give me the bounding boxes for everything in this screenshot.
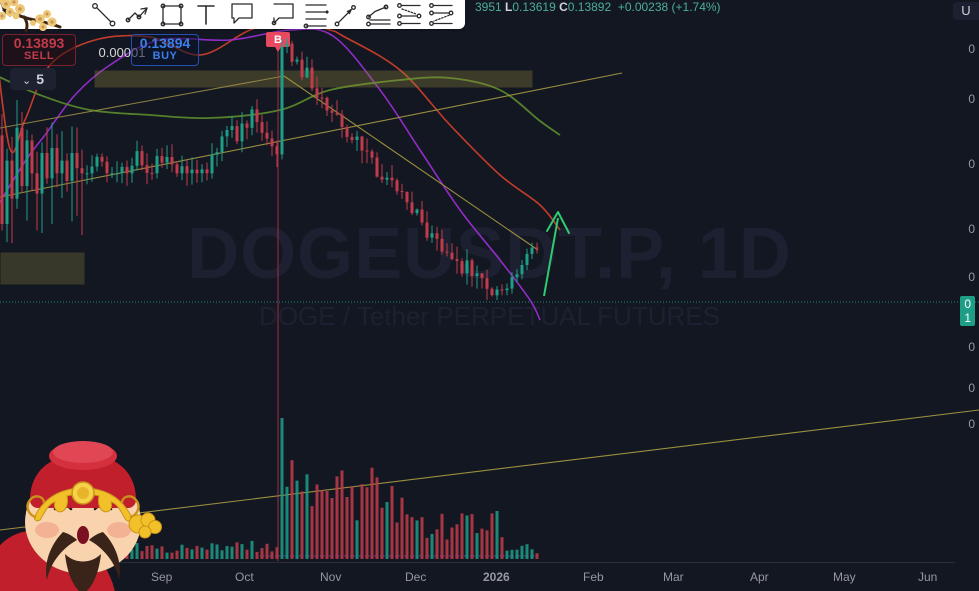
svg-text:B: B (274, 34, 282, 46)
